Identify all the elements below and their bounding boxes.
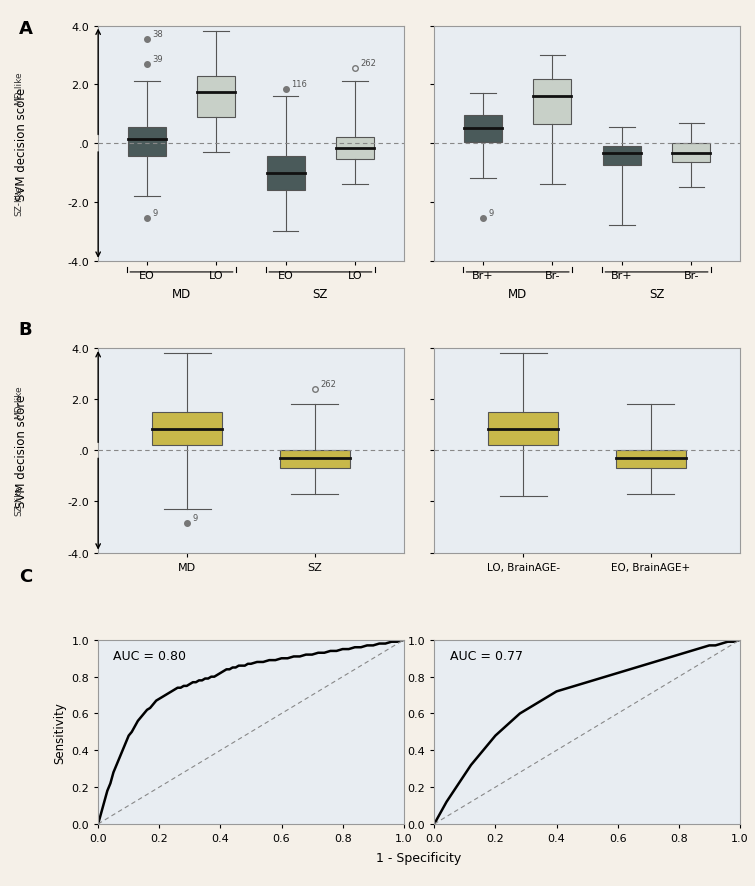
Text: SZ: SZ xyxy=(649,288,664,301)
Text: C: C xyxy=(19,567,32,585)
Text: 39: 39 xyxy=(153,55,163,64)
Text: MD: MD xyxy=(172,288,191,301)
Bar xyxy=(197,76,236,118)
Bar xyxy=(616,451,686,469)
Text: A: A xyxy=(19,20,32,38)
Bar xyxy=(267,157,305,191)
Text: 9: 9 xyxy=(153,209,158,218)
Text: SZ: SZ xyxy=(313,288,328,301)
Y-axis label: SVM decision score: SVM decision score xyxy=(16,88,29,200)
Bar xyxy=(153,413,222,446)
Text: 262: 262 xyxy=(361,59,377,68)
Text: 9: 9 xyxy=(488,209,494,218)
Bar xyxy=(279,451,350,469)
Bar xyxy=(336,138,374,160)
Bar xyxy=(488,413,559,446)
Y-axis label: SVM decision score: SVM decision score xyxy=(16,394,29,508)
Text: 38: 38 xyxy=(153,30,163,39)
Text: MD-like: MD-like xyxy=(14,71,23,105)
Bar xyxy=(533,80,572,125)
Text: 116: 116 xyxy=(291,80,307,89)
Text: 9: 9 xyxy=(193,514,198,523)
Text: B: B xyxy=(19,321,32,338)
Text: MD: MD xyxy=(508,288,527,301)
Bar xyxy=(128,128,166,157)
Text: 262: 262 xyxy=(320,380,336,389)
Y-axis label: Sensitivity: Sensitivity xyxy=(53,701,66,763)
Text: AUC = 0.77: AUC = 0.77 xyxy=(449,649,522,663)
Text: MD-like: MD-like xyxy=(14,385,23,418)
Bar xyxy=(602,147,641,166)
Bar xyxy=(672,144,710,163)
Text: SZ-like: SZ-like xyxy=(14,485,23,515)
Bar xyxy=(464,116,502,143)
Text: SZ-like: SZ-like xyxy=(14,185,23,216)
Text: 1 - Specificity: 1 - Specificity xyxy=(377,851,461,864)
Text: AUC = 0.80: AUC = 0.80 xyxy=(113,649,186,663)
